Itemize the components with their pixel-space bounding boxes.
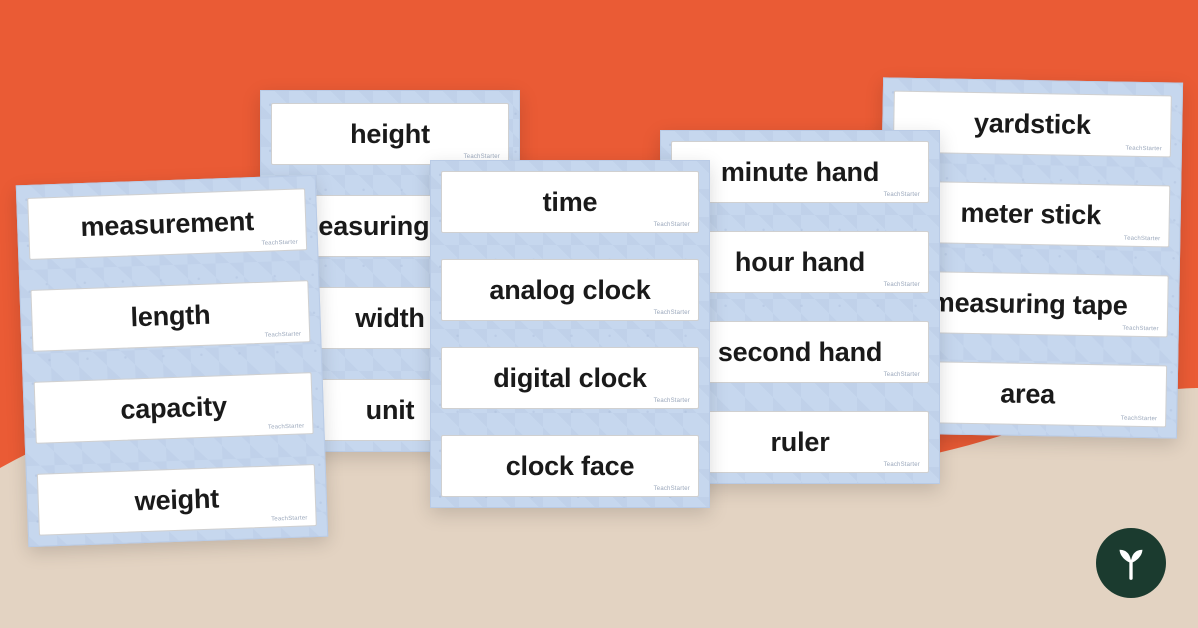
vocab-card: capacity TeachStarter xyxy=(34,372,314,444)
card-watermark: TeachStarter xyxy=(1121,416,1158,423)
card-watermark: TeachStarter xyxy=(654,310,690,316)
vocab-card-label: weight xyxy=(134,483,219,517)
vocab-card-label: meter stick xyxy=(960,197,1101,230)
vocab-card: length TeachStarter xyxy=(30,280,310,352)
word-sheet: time TeachStarter analog clock TeachStarter… xyxy=(430,160,710,508)
brand-logo xyxy=(1096,528,1166,598)
word-sheet: measurement TeachStarter length TeachStarte… xyxy=(16,175,328,547)
card-watermark: TeachStarter xyxy=(884,462,920,468)
vocab-card: clock face TeachStarter xyxy=(441,435,699,497)
vocab-card-label: yardstick xyxy=(974,108,1091,141)
vocab-card: weight TeachStarter xyxy=(37,464,317,536)
card-watermark: TeachStarter xyxy=(884,192,920,198)
card-watermark: TeachStarter xyxy=(261,240,298,247)
vocab-card-label: length xyxy=(130,299,211,333)
vocab-card-label: area xyxy=(1000,378,1055,410)
card-watermark: TeachStarter xyxy=(884,372,920,378)
vocab-card-label: minute hand xyxy=(721,157,879,188)
card-watermark: TeachStarter xyxy=(1122,326,1159,333)
vocab-card: analog clock TeachStarter xyxy=(441,259,699,321)
card-watermark: TeachStarter xyxy=(265,331,302,338)
vocab-card-label: measuring tape xyxy=(931,287,1128,321)
vocab-card-label: capacity xyxy=(120,391,227,426)
card-watermark: TeachStarter xyxy=(268,423,305,430)
vocab-card: measurement TeachStarter xyxy=(27,188,307,260)
vocab-card-label: analog clock xyxy=(489,275,650,306)
vocab-card-label: hour hand xyxy=(735,247,865,278)
vocab-card-label: digital clock xyxy=(493,363,646,394)
vocab-card-label: ruler xyxy=(770,427,829,458)
vocab-card-label: width xyxy=(355,303,424,334)
vocab-card: time TeachStarter xyxy=(441,171,699,233)
vocab-card-label: height xyxy=(350,119,430,150)
sprout-icon xyxy=(1112,544,1150,582)
vocab-card-label: clock face xyxy=(506,451,635,482)
card-watermark: TeachStarter xyxy=(1125,146,1162,153)
card-watermark: TeachStarter xyxy=(884,282,920,288)
vocab-card: heightTeachStarter xyxy=(271,103,509,165)
card-watermark: TeachStarter xyxy=(654,222,690,228)
vocab-card-label: measurement xyxy=(80,206,254,243)
card-watermark: TeachStarter xyxy=(271,515,308,522)
card-watermark: TeachStarter xyxy=(654,486,690,492)
card-watermark: TeachStarter xyxy=(1124,236,1161,243)
vocab-card: digital clock TeachStarter xyxy=(441,347,699,409)
card-watermark: TeachStarter xyxy=(654,398,690,404)
vocab-card-label: second hand xyxy=(718,337,882,368)
vocab-card-label: unit xyxy=(366,395,415,426)
vocab-card-label: time xyxy=(543,187,598,218)
cards-stage: measurement TeachStarter length TeachStarte… xyxy=(0,0,1198,628)
